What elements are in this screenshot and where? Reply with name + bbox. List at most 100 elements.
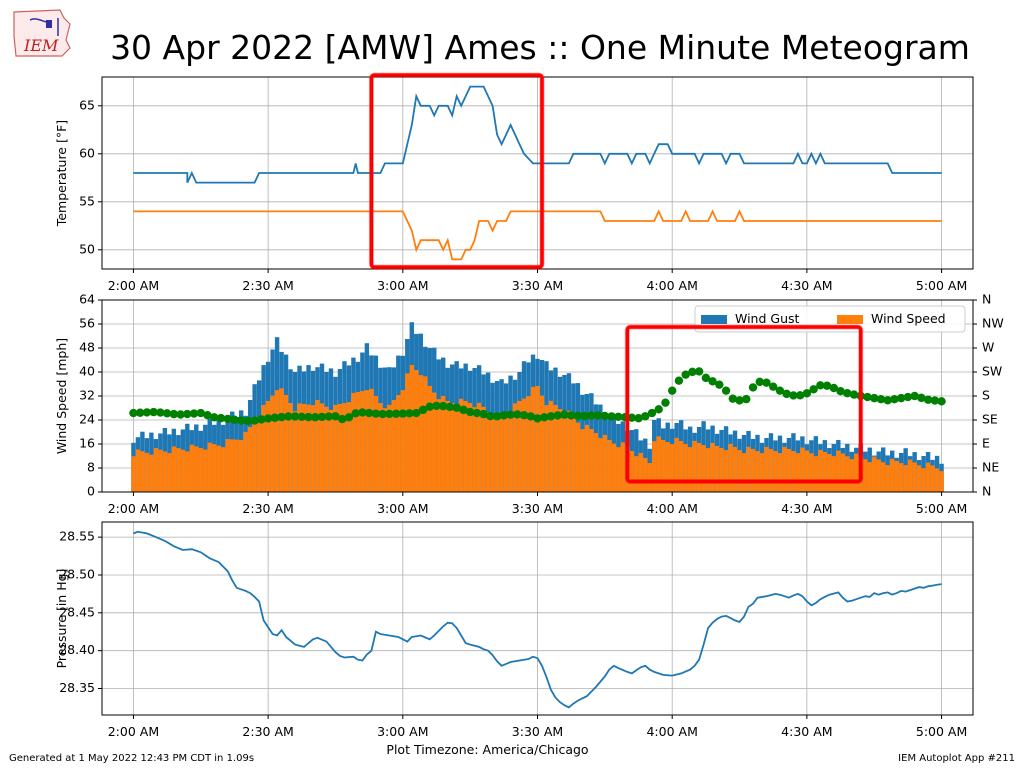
wind-direction-point [829, 383, 839, 393]
highlight-box [369, 73, 544, 269]
temperature-line [133, 85, 942, 184]
wind-speed-bar [643, 457, 648, 492]
wind-speed-bar [432, 392, 437, 492]
y-axis-label: Pressure [in Hg] [54, 569, 69, 669]
wind-speed-bar [912, 462, 917, 492]
y-tick-label: 28.55 [59, 529, 95, 544]
wind-direction-point [479, 409, 488, 419]
wind-speed-bar [185, 451, 190, 492]
wind-speed-bar [189, 444, 194, 492]
wind-direction-point [378, 409, 387, 419]
wind-direction-point [263, 414, 273, 423]
y-axis-label: Temperature [°F] [54, 120, 69, 227]
wind-speed-bar [849, 459, 854, 492]
wind-speed-bar [454, 405, 459, 492]
wind-speed-bar [768, 448, 774, 492]
direction-label: SE [982, 412, 998, 427]
wind-direction-point [681, 370, 690, 379]
wind-speed-bar [921, 468, 926, 492]
wind-speed-bar [369, 388, 374, 492]
wind-speed-bar [144, 452, 150, 492]
wind-speed-bar [391, 399, 397, 492]
wind-speed-bar [562, 414, 567, 492]
x-tick-label: 2:00 AM [108, 278, 159, 293]
y-tick-label: 28.50 [59, 566, 95, 581]
x-tick-label: 2:30 AM [242, 501, 293, 516]
wind-direction-point [344, 413, 354, 422]
wind-speed-bar [216, 445, 221, 492]
wind-speed-bar [328, 409, 334, 492]
wind-speed-bar [265, 400, 271, 492]
wind-direction-point [156, 408, 165, 417]
wind-speed-bar [773, 451, 778, 492]
wind-speed-bar [337, 403, 343, 492]
wind-direction-point [297, 412, 306, 421]
wind-direction-point [721, 386, 731, 395]
wind-direction-point [863, 392, 872, 402]
wind-speed-bar [791, 451, 796, 492]
wind-speed-bar [692, 440, 697, 492]
wind-direction-point [782, 389, 791, 399]
wind-direction-point [425, 402, 434, 411]
direction-label: W [982, 340, 994, 355]
wind-direction-point [715, 380, 724, 389]
wind-speed-bar [629, 451, 634, 492]
wind-direction-point [331, 412, 340, 421]
wind-direction-point [816, 381, 825, 390]
wind-speed-bar [777, 453, 783, 492]
wind-speed-bar [647, 463, 652, 492]
wind-speed-bar [885, 465, 890, 492]
x-tick-label: 3:30 AM [512, 278, 563, 293]
wind-direction-point [789, 391, 798, 400]
wind-speed-bar [378, 403, 383, 492]
y-tick-label: 32 [79, 388, 95, 403]
wind-speed-bar [696, 442, 702, 492]
wind-speed-bar [611, 443, 617, 492]
wind-speed-bar [665, 442, 670, 492]
wind-speed-bar [418, 375, 423, 492]
wind-speed-bar [176, 448, 181, 492]
x-tick-label: 4:30 AM [781, 724, 832, 739]
wind-direction-point [459, 405, 468, 415]
wind-speed-bar [719, 448, 724, 492]
wind-direction-point [903, 392, 913, 402]
wind-direction-point [540, 413, 549, 422]
wind-speed-bar [530, 386, 536, 492]
wind-speed-bar [503, 415, 509, 492]
wind-speed-bar [584, 424, 590, 492]
wind-speed-bar [355, 391, 361, 492]
wind-speed-bar [800, 447, 805, 492]
y-tick-label: 28.40 [59, 642, 95, 657]
wind-speed-bar [872, 456, 877, 492]
wind-speed-bar [652, 441, 657, 492]
wind-speed-bar [292, 411, 298, 492]
wind-speed-bar [252, 422, 257, 492]
wind-direction-point [162, 409, 172, 418]
wind-speed-bar [925, 462, 931, 492]
wind-speed-bar [346, 402, 352, 492]
wind-direction-point [708, 377, 717, 386]
y-tick-label: 56 [79, 316, 95, 331]
wind-speed-bar [827, 454, 832, 492]
wind-speed-bar [194, 446, 199, 492]
wind-speed-bar [669, 444, 675, 492]
wind-speed-bar [247, 426, 253, 492]
wind-speed-bar [279, 388, 284, 492]
wind-direction-point [937, 397, 946, 406]
wind-speed-bar [759, 453, 765, 492]
wind-direction-point [802, 389, 812, 398]
wind-direction-point [809, 385, 818, 394]
page-title: 30 Apr 2022 [AMW] Ames :: One Minute Met… [110, 28, 970, 67]
wind-speed-bar [288, 403, 293, 492]
wind-speed-bar [180, 449, 186, 492]
wind-speed-bar [916, 465, 922, 492]
wind-speed-bar [198, 448, 203, 492]
wind-direction-point [472, 408, 482, 418]
wind-direction-point [465, 407, 475, 417]
wind-direction-point [614, 412, 623, 421]
wind-direction-point [688, 367, 697, 377]
wind-direction-point [870, 393, 879, 403]
direction-label: S [982, 388, 990, 403]
x-tick-label: 3:00 AM [377, 278, 428, 293]
wind-speed-bar [907, 459, 913, 492]
